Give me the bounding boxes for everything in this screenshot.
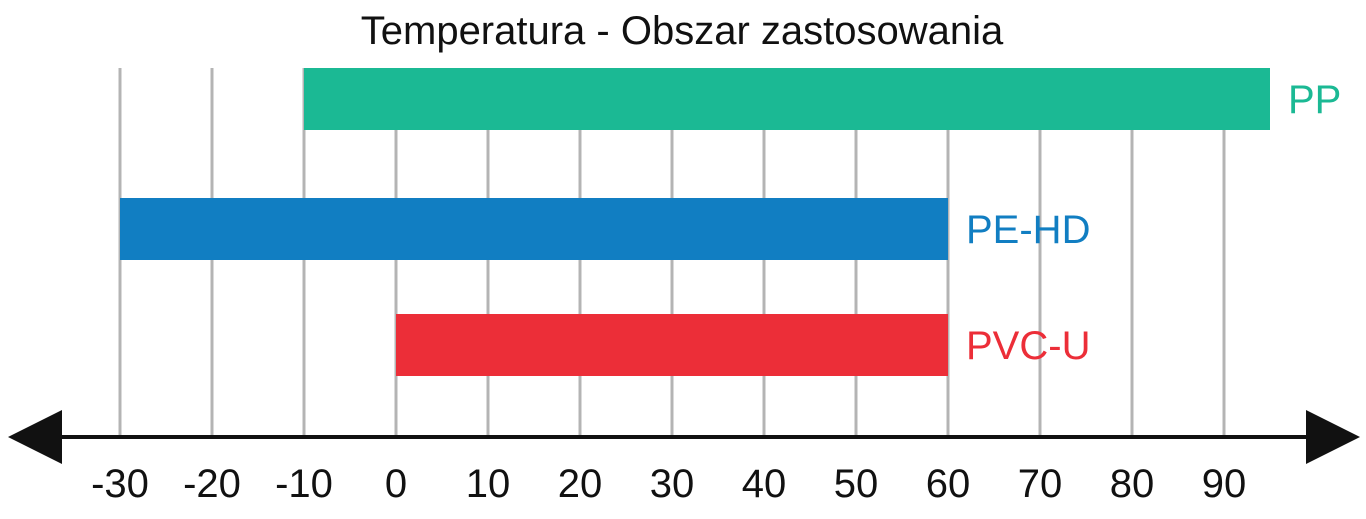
tick-label: 60	[926, 462, 971, 506]
range-bar	[396, 314, 948, 376]
tick-label: 10	[466, 462, 511, 506]
tick-label: -10	[275, 462, 333, 506]
tick-label: 30	[650, 462, 695, 506]
range-bar	[120, 198, 948, 260]
tick-label: 20	[558, 462, 603, 506]
series-label: PP	[1288, 78, 1341, 122]
range-bars: PP PE-HD PVC-U	[120, 68, 1341, 376]
chart-title: Temperatura - Obszar zastosowania	[361, 9, 1004, 53]
tick-label: -30	[91, 462, 149, 506]
axis-arrow-left	[8, 410, 62, 464]
tick-label: 80	[1110, 462, 1155, 506]
tick-label: 90	[1202, 462, 1247, 506]
tick-label: 0	[385, 462, 407, 506]
range-bar	[304, 68, 1270, 130]
tick-labels: -30 -20 -10 0 10 20 30 40 50 60 70 80 90	[91, 462, 1246, 506]
x-axis	[8, 410, 1360, 464]
tick-label: 40	[742, 462, 787, 506]
series-label: PE-HD	[966, 208, 1090, 252]
tick-label: 70	[1018, 462, 1063, 506]
tick-label: 50	[834, 462, 879, 506]
tick-label: -20	[183, 462, 241, 506]
axis-arrow-right	[1306, 410, 1360, 464]
series-label: PVC-U	[966, 324, 1090, 368]
